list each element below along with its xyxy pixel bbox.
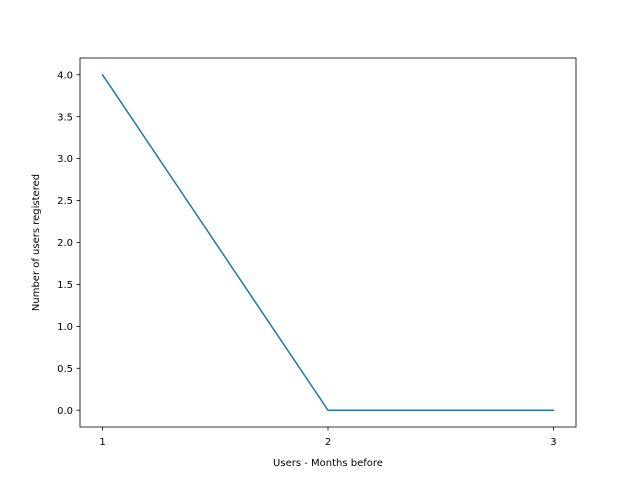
x-axis: 1 2 3 (99, 427, 557, 448)
y-tick-label: 0.0 (57, 406, 73, 417)
y-tick-label: 1.5 (57, 280, 73, 291)
axes-frame (79, 57, 577, 428)
x-axis-label: Users - Months before (273, 458, 383, 469)
y-tick-label: 0.5 (57, 364, 73, 375)
y-tick-label: 1.0 (57, 322, 73, 333)
x-tick-label: 1 (99, 437, 105, 448)
y-tick-label: 2.0 (57, 238, 73, 249)
x-tick-label: 3 (550, 437, 556, 448)
y-tick-label: 2.5 (57, 196, 73, 207)
y-axis: 0.0 0.5 1.0 1.5 2.0 2.5 3.0 3.5 4.0 (57, 70, 80, 417)
y-tick-label: 3.5 (57, 112, 73, 123)
series-line (101, 73, 555, 411)
x-tick-label: 2 (325, 437, 331, 448)
y-axis-label: Number of users registered (31, 174, 42, 311)
y-tick-label: 4.0 (57, 70, 73, 81)
y-tick-label: 3.0 (57, 154, 73, 165)
plot-area (101, 73, 555, 411)
